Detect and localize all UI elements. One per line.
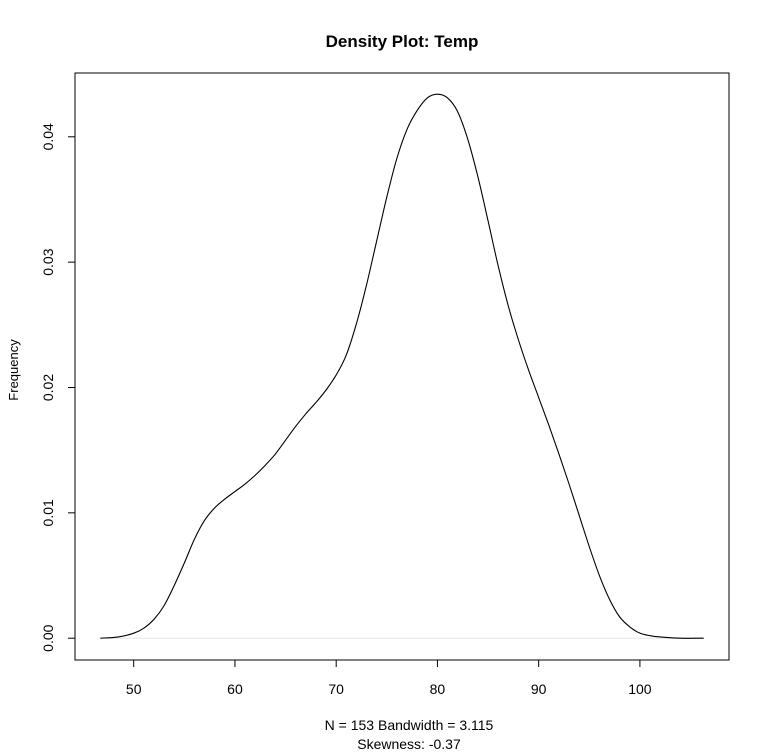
y-tick-label: 0.04 [40,123,56,150]
y-tick-label: 0.02 [40,374,56,401]
x-tick-label: 100 [628,681,652,697]
y-tick-label: 0.01 [40,499,56,526]
x-axis-label-line-2: Skewness: -0.37 [357,736,461,752]
density-curve [100,93,704,639]
x-tick-label: 60 [227,681,243,697]
y-tick-label: 0.03 [40,248,56,275]
plot-frame [74,72,730,661]
x-axis: 50 60 70 80 90 100 [126,659,652,697]
x-axis-label-line-1: N = 153 Bandwidth = 3.115 [325,717,494,733]
y-axis: 0.00 0.01 0.02 0.03 0.04 [40,123,76,652]
x-tick-label: 90 [531,681,547,697]
y-tick-label: 0.00 [40,624,56,651]
x-tick-label: 80 [430,681,446,697]
y-axis-label: Frequency [6,339,21,401]
x-tick-label: 50 [126,681,142,697]
x-tick-label: 70 [328,681,344,697]
chart-title: Density Plot: Temp [326,32,479,51]
